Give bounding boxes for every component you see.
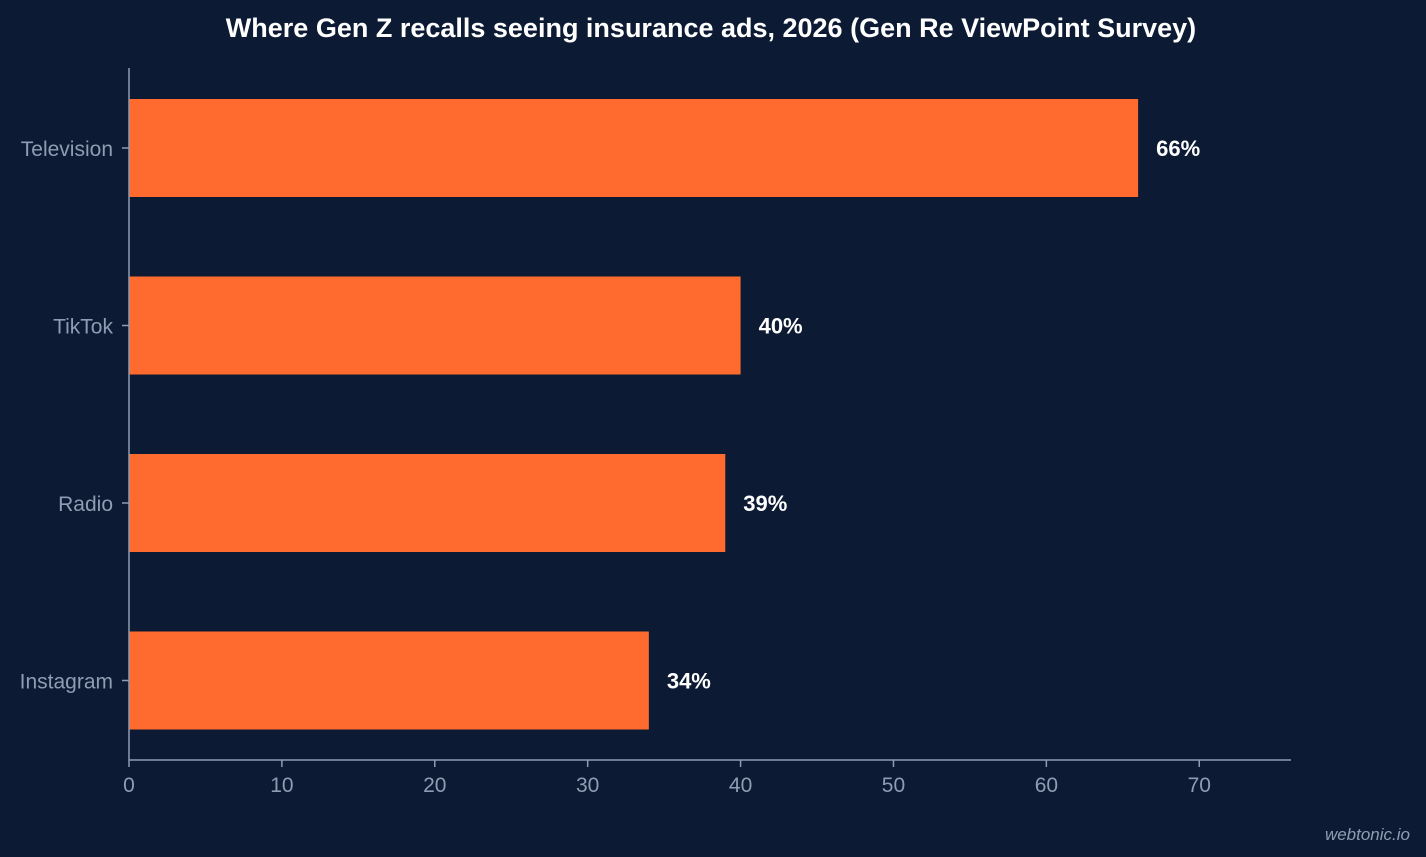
- data-label-tiktok: 40%: [759, 314, 803, 339]
- y-tick-label-tiktok: TikTok: [53, 316, 113, 339]
- y-tick-label-television: Television: [21, 138, 113, 161]
- y-tick-label-instagram: Instagram: [20, 671, 113, 694]
- axis-layer: Television TikTok Radio Instagram 0 10 20 30 40 5…: [20, 68, 1291, 797]
- data-label-instagram: 34%: [667, 669, 711, 694]
- watermark: webtonic.io: [1324, 825, 1410, 844]
- bar-radio: [129, 454, 726, 552]
- bar-tiktok: [129, 276, 741, 375]
- bar-instagram: [129, 631, 649, 730]
- x-tick-label-50: 50: [882, 774, 905, 797]
- x-tick-label-20: 20: [423, 774, 446, 797]
- chart-title: Where Gen Z recalls seeing insurance ads…: [226, 13, 1196, 43]
- x-tick-label-30: 30: [576, 774, 599, 797]
- x-tick-label-10: 10: [270, 774, 293, 797]
- x-tick-label-60: 60: [1035, 774, 1058, 797]
- x-tick-label-70: 70: [1188, 774, 1211, 797]
- bars-layer: 66% 40% 39% 34%: [129, 99, 1200, 730]
- bar-television: [129, 99, 1139, 197]
- x-tick-label-40: 40: [729, 774, 752, 797]
- data-label-radio: 39%: [743, 491, 787, 516]
- data-label-television: 66%: [1156, 136, 1200, 161]
- y-tick-label-radio: Radio: [58, 493, 113, 516]
- x-tick-label-0: 0: [123, 774, 135, 797]
